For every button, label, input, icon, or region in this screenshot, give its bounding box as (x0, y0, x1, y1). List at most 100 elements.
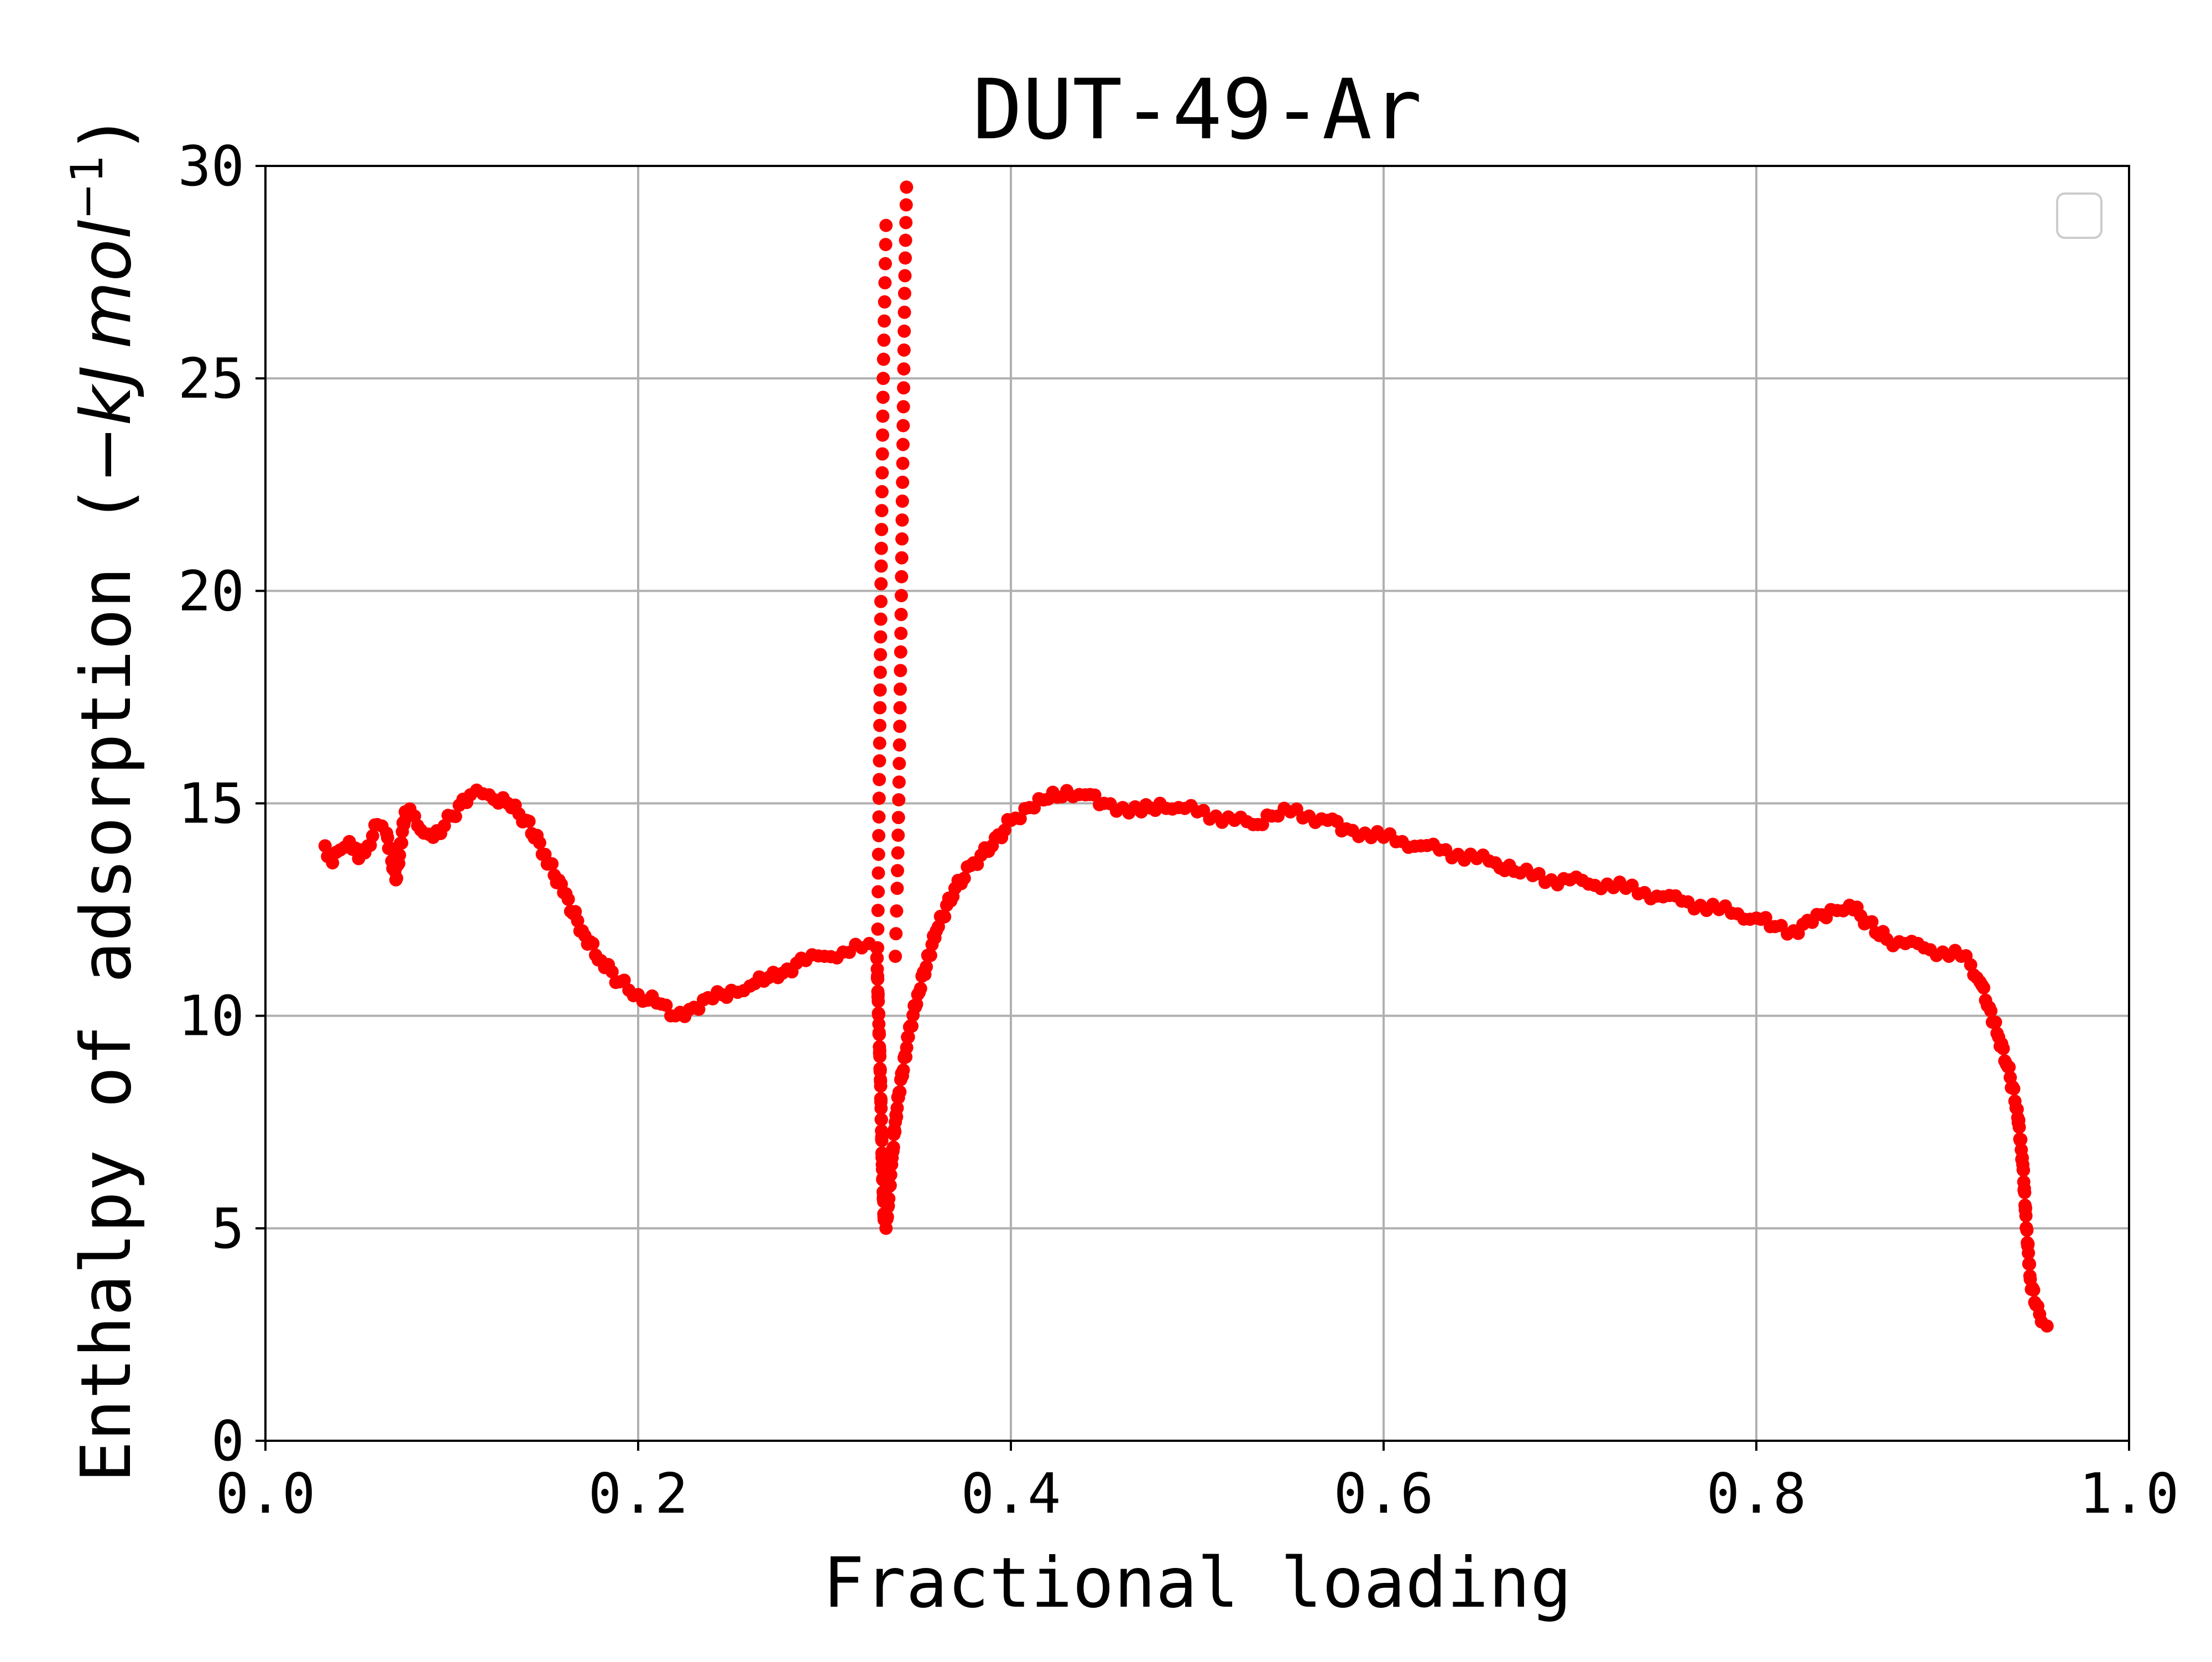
data-point (874, 1113, 888, 1127)
data-point (877, 334, 891, 347)
data-point (905, 1019, 919, 1033)
data-point (893, 720, 907, 733)
y-axis-label: Enthalpy of adsorption (−kJ mol−1) (61, 113, 147, 1482)
data-point (897, 362, 911, 376)
y-axis-label-close: ) (66, 113, 147, 154)
data-point (366, 829, 379, 843)
data-point (878, 314, 891, 328)
data-point (896, 456, 910, 470)
data-point (875, 1134, 889, 1148)
data-point (878, 295, 891, 309)
data-point (875, 504, 889, 518)
data-point (893, 757, 906, 770)
data-point (390, 871, 404, 885)
data-point (533, 836, 546, 850)
data-point (871, 941, 885, 955)
data-point (873, 736, 886, 750)
data-point (877, 372, 890, 385)
data-point (896, 1063, 910, 1077)
data-point (872, 791, 886, 805)
data-point (894, 627, 908, 640)
data-point (890, 904, 904, 918)
data-point (899, 198, 913, 212)
data-point (878, 257, 892, 270)
data-point (873, 754, 886, 768)
data-point (617, 973, 631, 987)
data-point (561, 892, 575, 906)
data-point (899, 251, 912, 265)
data-point (874, 595, 888, 608)
data-point (437, 819, 451, 833)
data-point (874, 577, 888, 591)
data-point (893, 738, 906, 752)
data-point (875, 447, 889, 461)
data-point (393, 848, 406, 862)
data-point (892, 775, 906, 789)
data-point (873, 701, 887, 715)
data-point (878, 276, 892, 290)
data-point (889, 927, 903, 941)
data-point (2002, 1060, 2016, 1074)
data-point (871, 904, 885, 918)
data-point (876, 390, 890, 404)
data-point (896, 475, 910, 489)
data-point (875, 466, 889, 480)
data-point (2020, 1223, 2034, 1237)
data-point (897, 343, 911, 357)
data-point (893, 682, 907, 696)
data-point (1996, 1041, 2010, 1055)
data-point (920, 960, 933, 974)
y-tick-label: 5 (211, 1196, 244, 1261)
data-point (1865, 915, 1879, 929)
data-point (872, 829, 886, 842)
data-point (896, 437, 910, 451)
data-point (891, 846, 905, 860)
data-point (890, 864, 904, 878)
y-tick-label: 15 (178, 772, 244, 836)
data-point (890, 1101, 904, 1115)
x-tick-label: 0.6 (1334, 1461, 1434, 1526)
data-point (910, 997, 924, 1011)
data-point (879, 218, 893, 232)
data-point (894, 645, 907, 659)
data-point (873, 665, 887, 679)
data-point (571, 914, 585, 928)
data-point (448, 810, 462, 824)
data-point (883, 1179, 897, 1192)
data-point (872, 994, 885, 1008)
data-point (2027, 1283, 2041, 1297)
x-axis-label: Fractional loading (823, 1543, 1572, 1623)
y-tick-label: 10 (178, 984, 244, 1049)
data-point (888, 1125, 902, 1139)
data-point (938, 910, 952, 924)
data-point (899, 233, 912, 247)
data-point (874, 648, 888, 661)
data-point (900, 1041, 914, 1055)
data-point (882, 1192, 896, 1206)
data-point (886, 1140, 900, 1154)
data-point (2040, 1319, 2054, 1333)
data-point (893, 1085, 907, 1099)
data-point (895, 513, 909, 527)
data-point (2018, 1186, 2032, 1200)
data-point (880, 1210, 894, 1224)
data-point (894, 664, 907, 678)
x-tick-label: 0.8 (1707, 1461, 1807, 1526)
y-axis-label-unit-exp: −1 (61, 155, 113, 220)
y-tick-label: 25 (178, 346, 244, 411)
data-point (957, 871, 971, 885)
data-point (872, 1007, 885, 1021)
data-point (1989, 1015, 2002, 1029)
y-axis-label-unit-kj: −kJ (66, 366, 147, 484)
data-point (873, 683, 887, 697)
data-point (2019, 1209, 2033, 1223)
x-tick-label: 0.4 (961, 1461, 1061, 1526)
data-point (872, 885, 885, 899)
data-point (898, 286, 911, 300)
y-tick-label: 0 (211, 1409, 244, 1473)
data-point (891, 811, 905, 825)
data-point (896, 419, 910, 433)
data-point (898, 269, 912, 283)
